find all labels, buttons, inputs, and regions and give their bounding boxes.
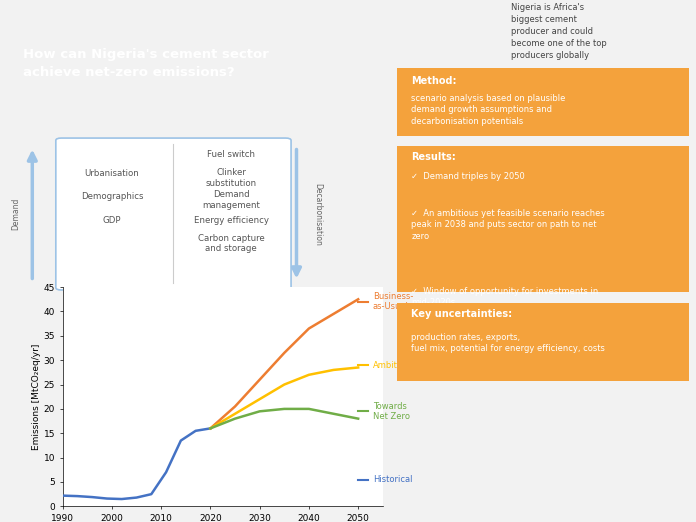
Text: Demand
management: Demand management — [203, 190, 260, 210]
Text: Demographics: Demographics — [81, 192, 143, 201]
Text: ✓  Demand triples by 2050: ✓ Demand triples by 2050 — [411, 172, 525, 182]
Text: Nigeria is Africa's
biggest cement
producer and could
become one of the top
prod: Nigeria is Africa's biggest cement produ… — [511, 4, 606, 60]
Text: production rates, exports,
fuel mix, potential for energy efficiency, costs: production rates, exports, fuel mix, pot… — [411, 333, 606, 353]
FancyBboxPatch shape — [56, 138, 291, 290]
Text: ✓  Window of opportunity for investments in
mid-2020s: ✓ Window of opportunity for investments … — [411, 287, 599, 307]
FancyBboxPatch shape — [385, 300, 696, 384]
Text: Carbon capture
and storage: Carbon capture and storage — [198, 234, 264, 254]
FancyBboxPatch shape — [385, 65, 696, 138]
Text: Method:: Method: — [411, 76, 457, 86]
Text: Business-
as-Usual: Business- as-Usual — [373, 292, 413, 312]
Text: Key uncertainties:: Key uncertainties: — [411, 309, 512, 319]
Text: Decarbonisation: Decarbonisation — [314, 183, 323, 245]
Text: GDP: GDP — [103, 216, 121, 225]
Text: Results:: Results: — [411, 152, 456, 162]
Text: Clinker
substitution: Clinker substitution — [206, 168, 257, 188]
Y-axis label: Emissions [MtCO₂eq/yr]: Emissions [MtCO₂eq/yr] — [32, 343, 41, 450]
Text: Ambition: Ambition — [373, 361, 411, 370]
Text: scenario analysis based on plausible
demand growth assumptions and
decarbonisati: scenario analysis based on plausible dem… — [411, 93, 566, 126]
Text: Urbanisation: Urbanisation — [84, 169, 139, 178]
Text: Fuel switch: Fuel switch — [207, 150, 255, 159]
Text: Towards
Net Zero: Towards Net Zero — [373, 401, 410, 421]
FancyBboxPatch shape — [385, 140, 696, 298]
Text: Historical: Historical — [373, 475, 413, 484]
Text: Demand: Demand — [12, 198, 20, 230]
Text: Energy efficiency: Energy efficiency — [194, 216, 269, 225]
Text: ✓  An ambitious yet feasible scenario reaches
peak in 2038 and puts sector on pa: ✓ An ambitious yet feasible scenario rea… — [411, 209, 605, 241]
Text: How can Nigeria's cement sector
achieve net-zero emissions?: How can Nigeria's cement sector achieve … — [23, 48, 269, 78]
